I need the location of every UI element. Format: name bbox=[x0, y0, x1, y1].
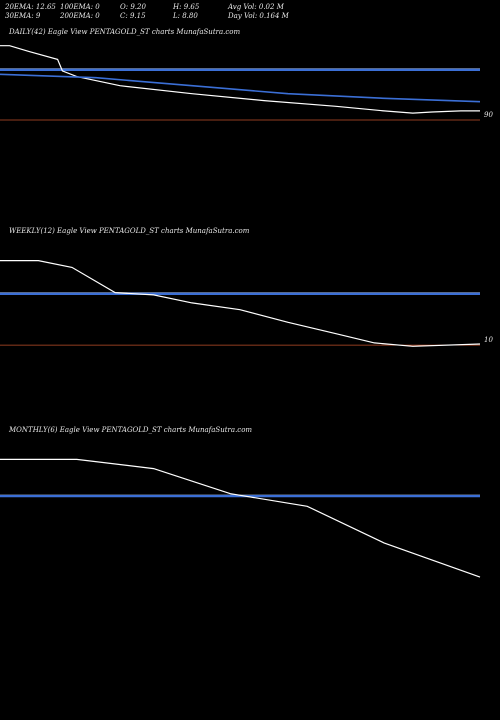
weekly-panel-title: WEEKLY(12) Eagle View PENTAGOLD_ST chart… bbox=[9, 227, 250, 235]
stat-ema20: 20EMA: 12.65 bbox=[5, 3, 56, 11]
stat-close: C: 9.15 bbox=[120, 12, 146, 20]
stat-open: O: 9.20 bbox=[120, 3, 146, 11]
daily-series-1 bbox=[0, 73, 481, 103]
daily-series-0 bbox=[0, 45, 480, 114]
stat-high: H: 9.65 bbox=[173, 3, 200, 11]
stat-ema100: 100EMA: 0 bbox=[60, 3, 100, 11]
stat-ema200: 200EMA: 0 bbox=[60, 12, 100, 20]
daily-panel-title: DAILY(42) Eagle View PENTAGOLD_ST charts… bbox=[9, 28, 241, 36]
weekly-ref-label: 10 bbox=[484, 336, 493, 344]
stat-low: L: 8.80 bbox=[173, 12, 198, 20]
stat-day-vol: Day Vol: 0.164 M bbox=[228, 12, 289, 20]
monthly-panel-title: MONTHLY(6) Eagle View PENTAGOLD_ST chart… bbox=[9, 426, 253, 434]
daily-ref-label: 90 bbox=[484, 111, 493, 119]
weekly-series-0 bbox=[0, 260, 481, 347]
stat-avg-vol: Avg Vol: 0.02 M bbox=[228, 3, 284, 11]
stat-ema30: 30EMA: 9 bbox=[5, 12, 41, 20]
monthly-series-0 bbox=[0, 458, 481, 578]
